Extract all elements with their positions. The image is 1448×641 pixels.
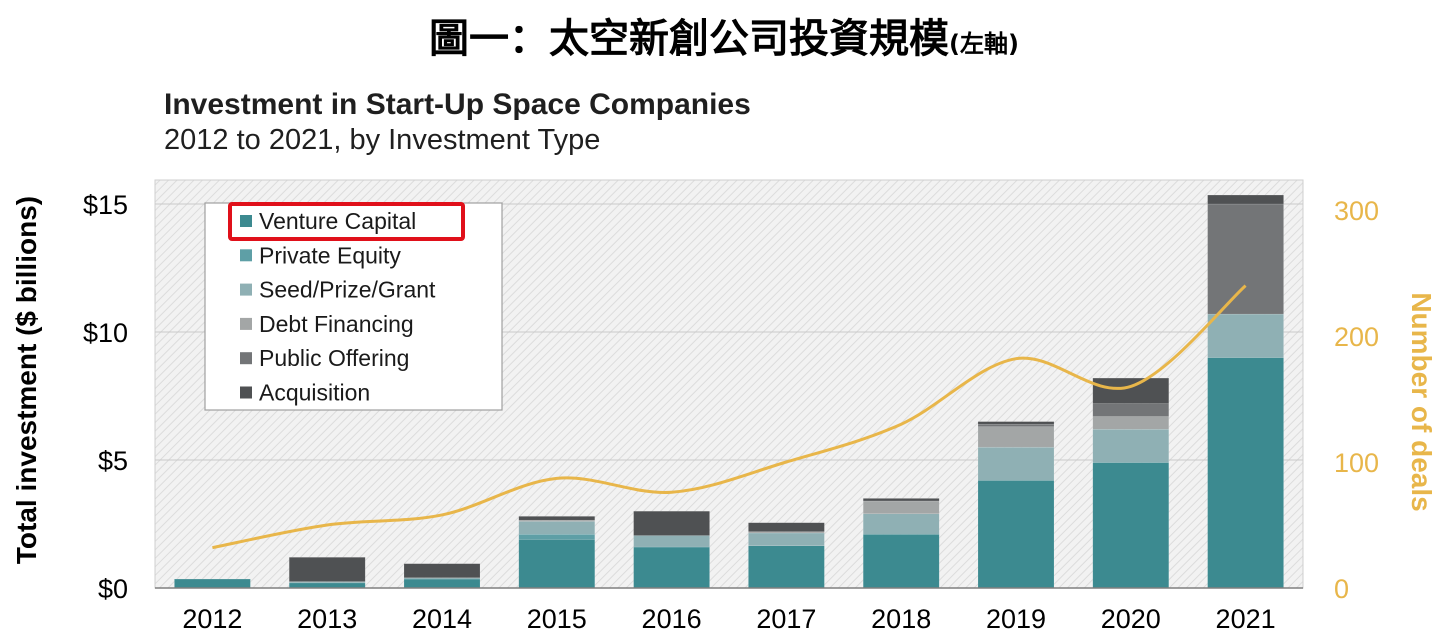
bar-segment: [977, 423, 1055, 427]
chart-title: Investment in Start-Up Space Companies: [164, 88, 751, 121]
legend-label: Seed/Prize/Grant: [259, 277, 436, 303]
bar-segment: [403, 578, 481, 589]
bar-segment: [288, 557, 366, 582]
bar-segment: [748, 545, 825, 589]
y-tick-label: $0: [98, 574, 128, 604]
x-tick-label: 2013: [297, 604, 357, 634]
y2-tick-label: 200: [1334, 322, 1379, 352]
bar-segment: [174, 578, 251, 589]
bar-segment: [1207, 203, 1284, 315]
y-tick-label: $15: [83, 190, 128, 220]
bars-group: [174, 194, 1284, 589]
x-tick-label: 2016: [642, 604, 702, 634]
deals-line: [212, 284, 1247, 550]
legend-swatch: [240, 352, 252, 365]
bar-segment: [977, 426, 1055, 448]
bar-segment: [862, 533, 940, 589]
bar-segment: [518, 516, 596, 521]
legend-label: Private Equity: [259, 242, 401, 268]
legend-swatch: [240, 317, 252, 330]
bar-segment: [633, 535, 710, 548]
x-tick-label: 2019: [986, 604, 1046, 634]
x-tick-label: 2018: [871, 604, 931, 634]
y2-tick-label: 100: [1334, 448, 1379, 478]
legend: Venture Capital Private Equity Seed/Prize/…: [204, 202, 503, 411]
bar-segment: [862, 513, 940, 535]
y2-axis-label: Number of deals: [1406, 292, 1437, 511]
legend-label: Venture Capital: [259, 208, 416, 234]
bar-segment: [977, 480, 1055, 589]
legend-swatch: [240, 215, 252, 227]
bar-segment: [518, 539, 596, 589]
bar-segment: [862, 500, 940, 515]
y2-tick-label: 0: [1334, 574, 1349, 604]
legend-swatch: [240, 249, 252, 262]
y-tick-label: $10: [83, 318, 128, 348]
page-title-sub: (左軸): [949, 30, 1019, 58]
page-title: 圖一：太空新創公司投資規模(左軸): [0, 6, 1448, 64]
x-tick-label: 2021: [1216, 604, 1276, 634]
legend-label: Debt Financing: [259, 311, 414, 337]
x-tick-label: 2015: [527, 604, 587, 634]
bar-segment: [1092, 403, 1170, 417]
bar-segment: [633, 546, 710, 589]
bar-segment: [1207, 194, 1284, 205]
chart-subtitle: 2012 to 2021, by Investment Type: [164, 124, 601, 156]
y-axis-label: Total investment ($ billions): [11, 196, 42, 564]
bar-segment: [518, 521, 596, 535]
x-tick-label: 2014: [412, 604, 472, 634]
bar-segment: [1092, 462, 1170, 589]
bar-segment: [1092, 416, 1170, 430]
page-title-main: 圖一：太空新創公司投資規模: [429, 16, 950, 62]
axes-group: $0 $5 $10 $15 0 100 200 300 2012 2013 2014 2015 2016…: [83, 190, 1379, 634]
bar-segment: [1207, 357, 1284, 589]
y2-tick-label: 300: [1334, 196, 1379, 226]
legend-label: Public Offering: [259, 345, 409, 371]
bar-segment: [977, 446, 1055, 481]
highlight-box: [228, 202, 465, 241]
y-tick-label: $5: [98, 446, 128, 476]
deals-line-group: [212, 284, 1247, 550]
bar-segment: [862, 498, 940, 502]
bar-segment: [288, 582, 366, 589]
legend-swatch: [240, 386, 252, 399]
legend-swatch: [240, 283, 252, 296]
legend-label: Acquisition: [259, 380, 370, 406]
bar-segment: [977, 421, 1055, 425]
bar-segment: [633, 510, 710, 536]
bar-segment: [1092, 377, 1170, 404]
x-tick-label: 2017: [756, 604, 816, 634]
x-tick-label: 2012: [182, 604, 242, 634]
bar-segment: [748, 522, 825, 532]
bar-segment: [403, 563, 481, 579]
bar-segment: [748, 532, 825, 547]
bar-segment: [1207, 313, 1284, 358]
x-tick-label: 2020: [1101, 604, 1161, 634]
bar-segment: [518, 533, 596, 540]
bar-segment: [1092, 429, 1170, 463]
